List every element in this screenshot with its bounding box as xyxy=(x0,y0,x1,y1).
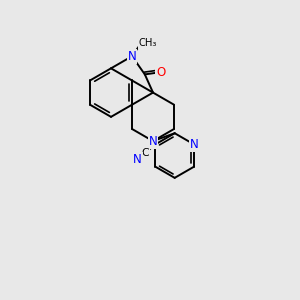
Text: N: N xyxy=(128,50,136,63)
Text: C: C xyxy=(142,148,149,158)
Text: N: N xyxy=(133,153,142,166)
Text: O: O xyxy=(156,66,166,79)
Text: CH₃: CH₃ xyxy=(139,38,157,48)
Text: N: N xyxy=(149,135,158,148)
Text: N: N xyxy=(190,138,198,151)
